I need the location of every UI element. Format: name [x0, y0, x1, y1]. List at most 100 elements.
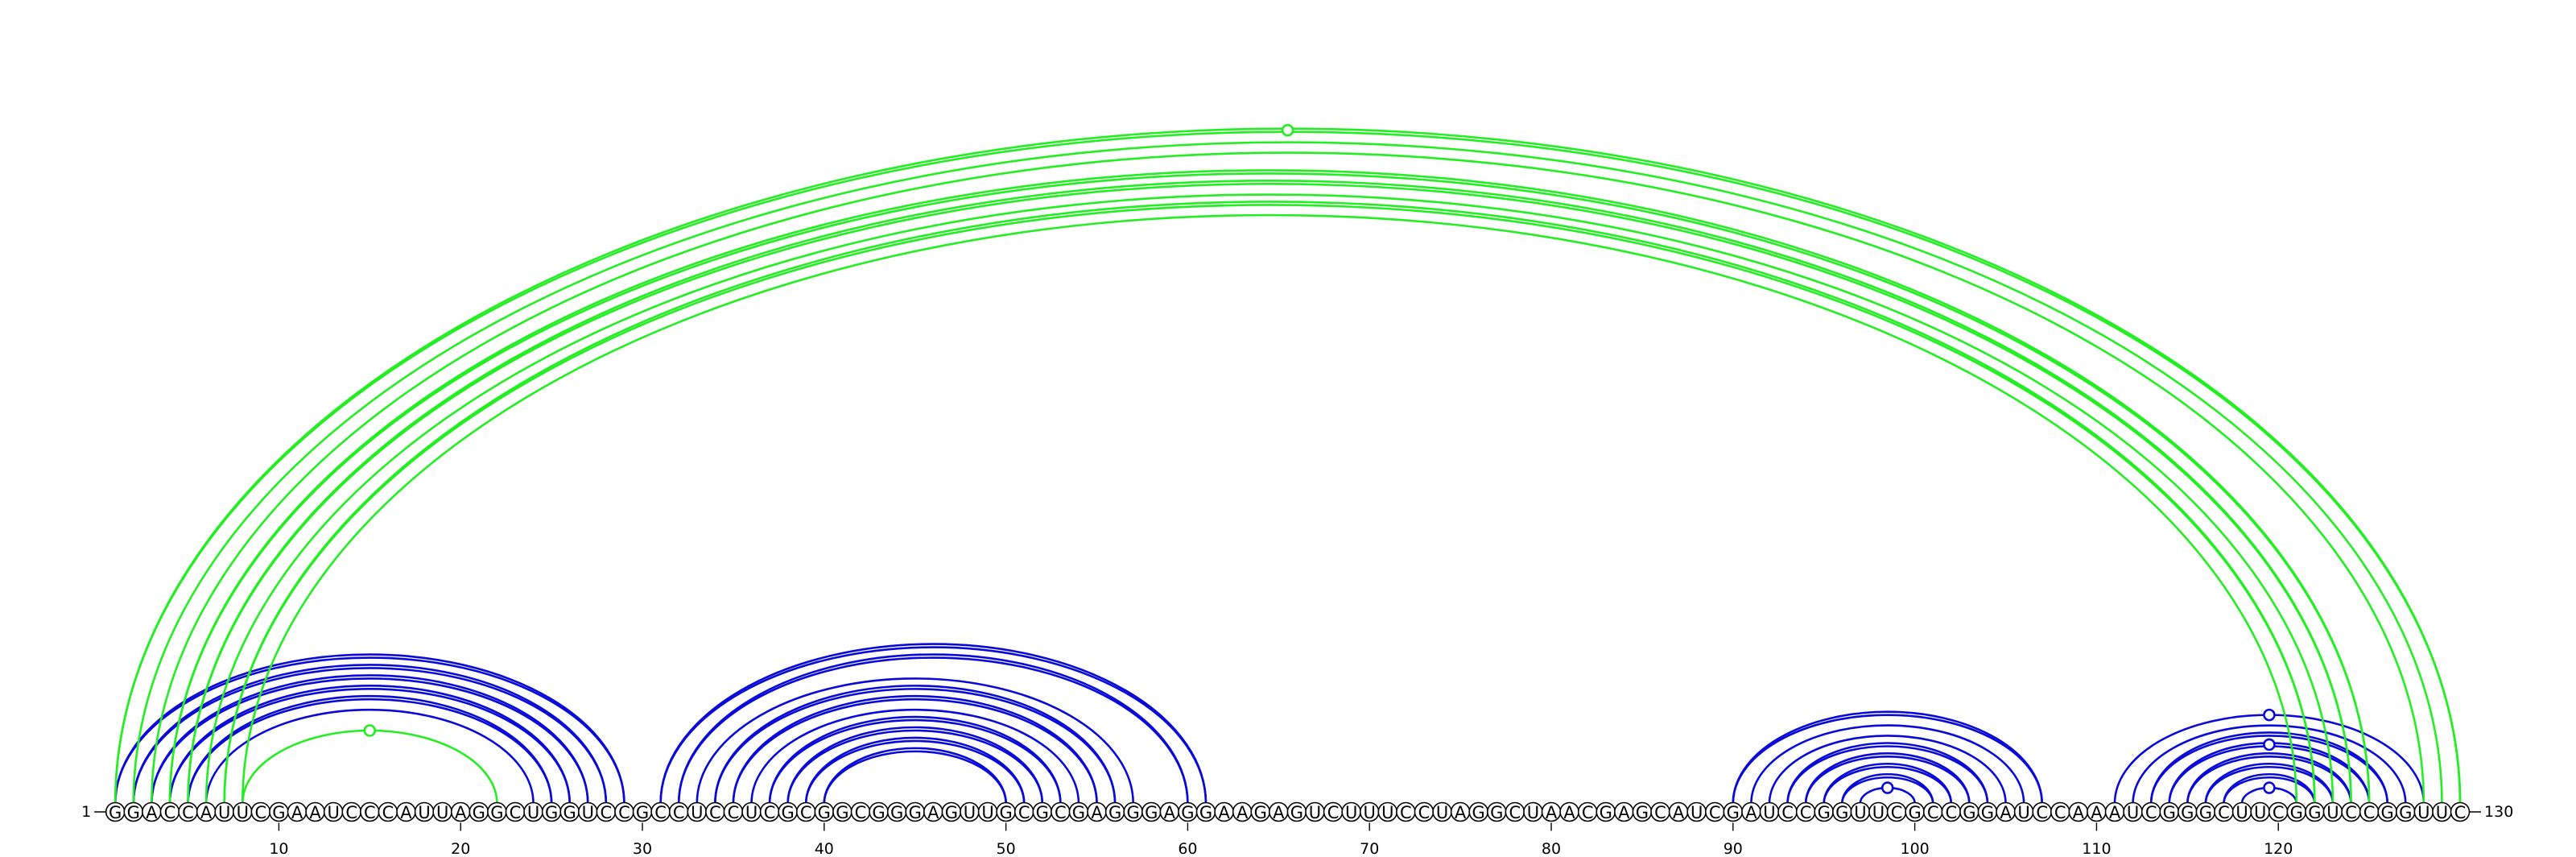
nucleotide: G	[1596, 801, 1616, 822]
nucleotide: U	[977, 801, 998, 822]
axis-tick-label: 90	[1724, 840, 1743, 857]
nucleotide: C	[705, 801, 725, 822]
nucleotide-letter: U	[745, 803, 758, 822]
nucleotide-letter: U	[237, 803, 249, 822]
nucleotide: C	[614, 801, 634, 822]
pair-arc-94-103-outer	[1804, 752, 1971, 804]
nucleotide-letter: G	[1963, 803, 1975, 822]
nucleotide: C	[1013, 801, 1034, 822]
pair-arc-4-26	[168, 688, 571, 804]
nucleotide-letter: C	[382, 803, 394, 822]
nucleotide: A	[1269, 801, 1289, 822]
sequence-start-label: 1	[81, 803, 91, 821]
nucleotide: A	[1450, 801, 1471, 822]
nucleotide-letter: C	[2218, 803, 2230, 822]
nucleotide-letter: G	[890, 803, 903, 822]
nucleotide-letter: C	[1018, 803, 1030, 822]
pair-arc-37-53-outer	[768, 715, 1062, 804]
nucleotide-letter: G	[909, 803, 922, 822]
pair-arc-34-56-outer	[714, 685, 1117, 804]
nucleotide: C	[2214, 801, 2234, 822]
pair-arc-2-129	[132, 141, 2443, 804]
pair-arc-1-130-outer	[114, 127, 2462, 804]
nucleotide: G	[1195, 801, 1216, 822]
nucleotide-letter: A	[2091, 803, 2103, 822]
nucleotide-letter: U	[1690, 803, 1703, 822]
arc-marker	[2263, 781, 2276, 794]
nucleotide-letter: G	[1181, 803, 1194, 822]
nucleotide: G	[1723, 801, 1744, 822]
nucleotide: C	[2268, 801, 2289, 822]
nucleotide: A	[1614, 801, 1634, 822]
nucleotide-letter: A	[400, 803, 412, 822]
pair-arc-95-102-outer	[1823, 762, 1953, 804]
nucleotide: C	[159, 801, 180, 822]
nucleotide-letter: U	[582, 803, 594, 822]
nucleotide-letter: C	[2036, 803, 2048, 822]
arc-layer	[114, 127, 2462, 804]
position-axis: 10 20 30 40 50 60 70 80 90 100 110 120	[269, 822, 2293, 857]
axis-tick-label: 110	[2082, 840, 2111, 857]
nucleotide-letter: A	[2000, 803, 2012, 822]
pair-arc-90-107-outer	[1732, 710, 2043, 804]
nucleotide: A	[287, 801, 308, 822]
nucleotide-letter: G	[2381, 803, 2394, 822]
nucleotide: U	[1377, 801, 1398, 822]
nucleotide: A	[1996, 801, 2016, 822]
axis-tick-label: 50	[997, 840, 1016, 857]
nucleotide: G	[2286, 801, 2307, 822]
nucleotide-letter: G	[1145, 803, 1158, 822]
nucleotide-letter: A	[146, 803, 158, 822]
nucleotide-letter: A	[1745, 803, 1757, 822]
nucleotide: C	[759, 801, 780, 822]
nucleotide-letter: C	[1418, 803, 1430, 822]
nucleotide-letter: C	[618, 803, 630, 822]
nucleotide-letter: C	[255, 803, 267, 822]
nucleotide-letter: A	[2073, 803, 2085, 822]
nucleotide-letter: A	[1091, 803, 1103, 822]
nucleotide: U	[232, 801, 253, 822]
nucleotide: A	[396, 801, 416, 822]
nucleotide-letter: C	[1582, 803, 1594, 822]
nucleotide: G	[1178, 801, 1198, 822]
nucleotide-letter: C	[1327, 803, 1340, 822]
pair-arc-2-28-outer	[132, 664, 608, 804]
nucleotide: A	[305, 801, 325, 822]
nucleotide: U	[1868, 801, 1889, 822]
nucleotide: G	[2195, 801, 2216, 822]
nucleotide: G	[869, 801, 889, 822]
axis-tick-label: 80	[1542, 840, 1561, 857]
pair-arc-2-28	[132, 667, 608, 804]
nucleotide-letter: C	[510, 803, 522, 822]
nucleotide: A	[1559, 801, 1579, 822]
nucleotide-letter: U	[691, 803, 703, 822]
pair-arc-36-54	[750, 708, 1080, 804]
nucleotide: U	[432, 801, 452, 822]
nucleotide-letter: U	[1309, 803, 1321, 822]
pair-arc-3-128	[151, 151, 2425, 804]
nucleotide: G	[1286, 801, 1307, 822]
nucleotide: C	[1650, 801, 1670, 822]
nucleotide: C	[2341, 801, 2361, 822]
nucleotide: G	[1814, 801, 1835, 822]
nucleotide-letter: U	[218, 803, 230, 822]
nucleotide-letter: G	[999, 803, 1012, 822]
nucleotide: A	[1214, 801, 1234, 822]
nucleotide-letter: U	[2017, 803, 2029, 822]
nucleotide: U	[414, 801, 435, 822]
pair-arc-117-122-outer	[2223, 772, 2316, 804]
nucleotide: U	[2013, 801, 2034, 822]
pair-arc-1-29-outer	[114, 653, 625, 804]
nucleotide-letter: A	[1455, 803, 1467, 822]
nucleotide: G	[832, 801, 852, 822]
pair-arc-33-57	[696, 677, 1134, 804]
nucleotide-letter: A	[2109, 803, 2121, 822]
nucleotide: U	[2322, 801, 2343, 822]
nucleotide-letter: G	[782, 803, 795, 822]
nucleotide: G	[886, 801, 907, 822]
nucleotide: C	[723, 801, 744, 822]
nucleotide-letter: U	[2127, 803, 2139, 822]
nucleotide: C	[1396, 801, 1416, 822]
nucleotide: G	[2178, 801, 2198, 822]
nucleotide: G	[1977, 801, 1998, 822]
